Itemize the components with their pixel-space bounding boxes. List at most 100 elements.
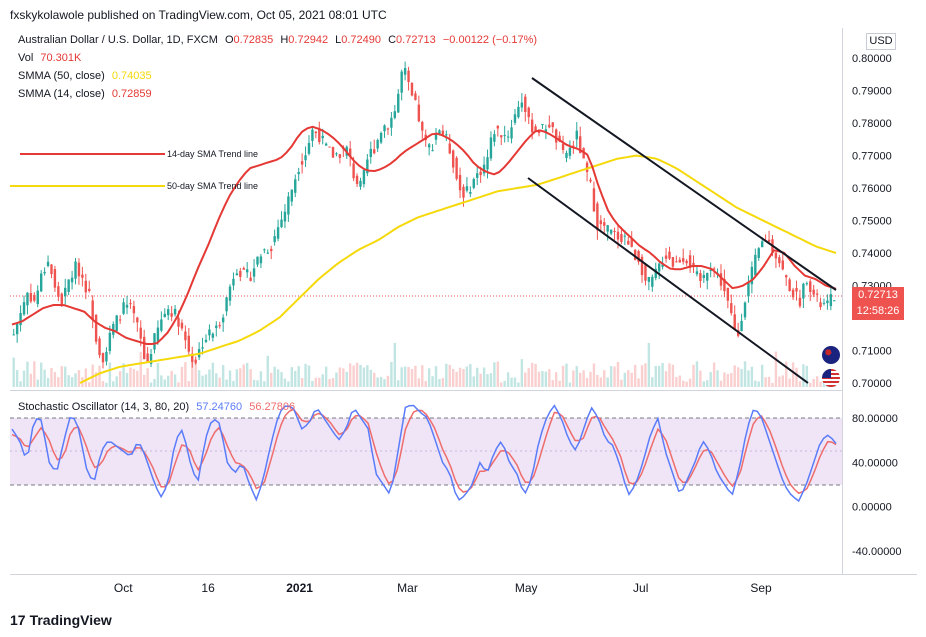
candle-body xyxy=(294,179,297,193)
volume-bar xyxy=(489,373,493,387)
smma14-line[interactable] xyxy=(11,125,837,345)
tradingview-logo[interactable]: 17 TradingView xyxy=(10,612,112,628)
volume-bar xyxy=(613,366,616,387)
volume-bar xyxy=(98,365,101,387)
candle-body xyxy=(798,297,802,307)
time-axis[interactable]: Oct 16 2021 Mar May Jul Sep xyxy=(114,581,772,595)
candle-body xyxy=(760,241,764,248)
candle-body xyxy=(534,126,537,132)
candle-body xyxy=(57,286,60,297)
price-axis[interactable]: 0.80000 0.79000 0.78000 0.77000 0.76000 0.750… xyxy=(852,53,892,390)
candle-body xyxy=(788,279,791,292)
candlestick-series[interactable] xyxy=(12,61,836,369)
candle-body xyxy=(22,302,26,315)
candle-body xyxy=(352,163,355,179)
candle-body xyxy=(84,280,88,293)
candle-body xyxy=(565,152,568,159)
volume-bar xyxy=(620,379,623,387)
symbol-legend[interactable]: Australian Dollar / U.S. Dollar, 1D, FXC… xyxy=(18,34,537,46)
volume-bar xyxy=(664,371,668,387)
smma14-label: SMMA (14, close) xyxy=(18,88,105,100)
volume-bar xyxy=(283,378,287,387)
candle-body xyxy=(331,146,335,158)
stoch-legend[interactable]: Stochastic Oscillator (14, 3, 80, 20) 57… xyxy=(18,401,295,413)
volume-bar xyxy=(760,364,764,387)
candle-body xyxy=(407,70,410,82)
candle-body xyxy=(561,143,565,150)
candle-body xyxy=(249,277,252,281)
candle-body xyxy=(637,251,640,262)
candle-body xyxy=(822,302,826,304)
candle-body xyxy=(503,135,506,137)
volume-bar xyxy=(149,382,153,387)
candle-body xyxy=(616,231,620,240)
volume-bar xyxy=(245,362,249,387)
volume-bar xyxy=(747,370,750,387)
candle-body xyxy=(781,260,784,270)
volume-bar xyxy=(798,381,802,387)
volume-bar xyxy=(685,381,688,387)
upper-channel-trendline[interactable] xyxy=(531,77,837,291)
volume-bar xyxy=(558,380,561,387)
price-pane[interactable] xyxy=(10,30,842,387)
candle-body xyxy=(517,106,520,118)
candle-body xyxy=(706,273,709,281)
volume-bar xyxy=(400,367,403,387)
smma50-legend[interactable]: SMMA (50, close) 0.74035 xyxy=(18,70,152,82)
candle-body xyxy=(88,288,91,292)
candle-body xyxy=(493,134,496,142)
smma14-legend[interactable]: SMMA (14, close) 0.72859 xyxy=(18,88,152,100)
volume-bar xyxy=(129,367,132,387)
stoch-k-line[interactable] xyxy=(11,404,837,503)
volume-bar xyxy=(568,382,572,387)
volume-bar xyxy=(67,375,70,387)
volume-legend[interactable]: Vol 70.301K xyxy=(18,52,81,64)
volume-bar xyxy=(805,365,809,387)
candle-body xyxy=(297,172,300,175)
us-flag-icon[interactable] xyxy=(822,369,840,387)
volume-bar xyxy=(112,381,115,387)
candle-body xyxy=(506,136,510,138)
candle-body xyxy=(338,154,342,158)
volume-bar xyxy=(544,371,548,387)
volume-bar xyxy=(43,369,46,387)
candle-body xyxy=(397,93,400,113)
volume-bar xyxy=(46,378,50,387)
candle-body xyxy=(184,331,187,341)
stoch-axis[interactable]: 80.00000 40.00000 0.00000 -40.00000 xyxy=(852,413,902,558)
volume-bar xyxy=(455,371,458,387)
lower-channel-trendline[interactable] xyxy=(527,177,809,384)
volume-bar xyxy=(184,362,187,387)
stoch-tick-label: 0.00000 xyxy=(852,502,892,514)
candle-body xyxy=(754,254,757,276)
candle-body xyxy=(379,132,383,143)
candle-body xyxy=(252,268,256,277)
candle-body xyxy=(39,273,43,292)
stoch-k-value: 57.24760 xyxy=(196,401,243,413)
candle-body xyxy=(510,127,513,139)
volume-bar xyxy=(657,365,661,387)
change-value: −0.00122 (−0.17%) xyxy=(442,34,538,46)
volume-bar xyxy=(534,363,537,387)
stoch-d-line[interactable] xyxy=(11,408,837,495)
bar-countdown: 12:58:26 xyxy=(856,305,900,317)
volume-bar xyxy=(125,372,129,387)
currency-button[interactable]: USD xyxy=(866,33,896,50)
smma50-line[interactable] xyxy=(79,154,837,384)
au-flag-icon[interactable] xyxy=(822,346,840,364)
us-flag-canton xyxy=(822,369,831,378)
candle-body xyxy=(348,148,352,157)
candle-body xyxy=(266,252,269,254)
candle-body xyxy=(33,294,36,301)
candle-body xyxy=(678,259,681,263)
candle-body xyxy=(730,303,733,314)
volume-bar xyxy=(88,382,91,387)
candle-body xyxy=(438,130,441,135)
candle-body xyxy=(149,354,153,364)
price-tick-label: 0.78000 xyxy=(852,118,892,130)
volume-bar xyxy=(822,382,826,387)
candle-body xyxy=(723,279,726,292)
volume-bar xyxy=(785,361,788,387)
candle-body xyxy=(575,130,578,140)
